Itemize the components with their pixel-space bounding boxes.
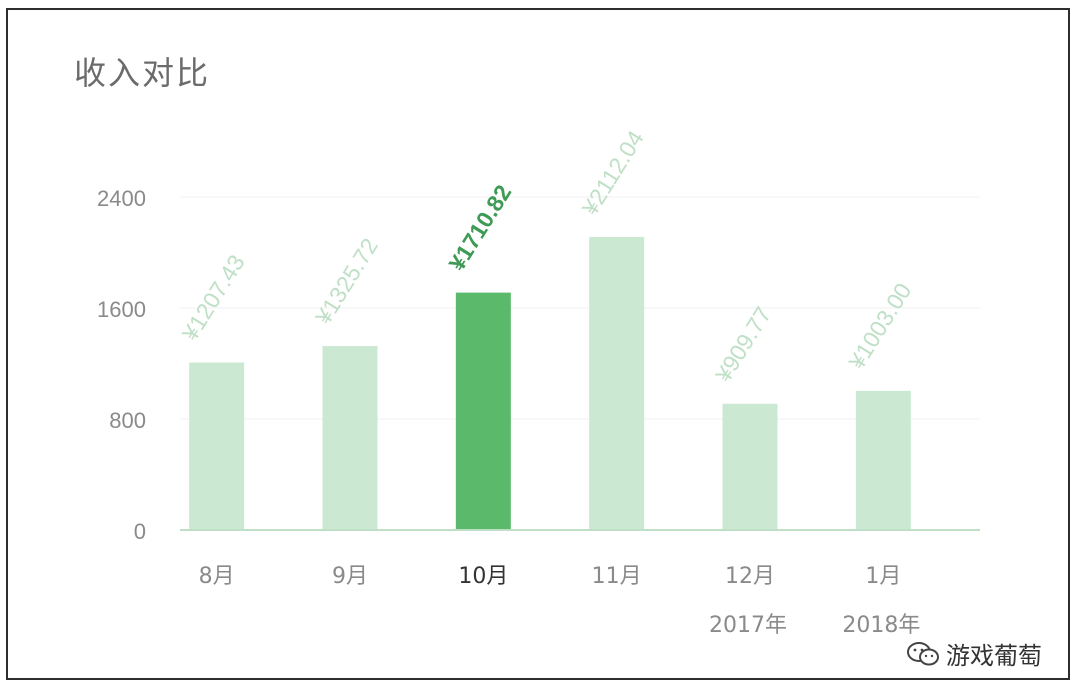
bar bbox=[855, 390, 911, 530]
bar-chart: 0 800 1600 2400 ¥1207.43 8月 ¥1325.72 9月 ¥1710.82… bbox=[97, 126, 980, 638]
chart-title: 收入对比 bbox=[74, 54, 211, 92]
x-tick-label: 11月 bbox=[592, 564, 642, 589]
chart-frame: 收入对比 0 800 1600 2400 ¥1207.43 8月 ¥1325.72 9月 ¥17… bbox=[6, 8, 1070, 680]
y-tick-label: 2400 bbox=[97, 186, 146, 211]
year-label: 2018年 bbox=[842, 613, 920, 638]
y-tick-label: 0 bbox=[134, 519, 146, 544]
x-tick-label: 10月 bbox=[458, 564, 508, 589]
x-tick-label: 1月 bbox=[865, 564, 901, 589]
bar-value-label: ¥2112.04 bbox=[576, 126, 649, 221]
bar-value-label: ¥1207.43 bbox=[176, 250, 249, 346]
bar bbox=[722, 403, 778, 530]
watermark-text: 游戏葡萄 bbox=[946, 642, 1042, 670]
x-tick-label: 9月 bbox=[332, 564, 368, 589]
bar-value-label: ¥1710.82 bbox=[444, 180, 517, 275]
y-tick-label: 1600 bbox=[97, 297, 146, 322]
x-tick-label: 12月 bbox=[725, 564, 775, 589]
bar bbox=[189, 362, 245, 530]
bar bbox=[589, 236, 645, 530]
watermark: 游戏葡萄 bbox=[906, 636, 1042, 671]
bar bbox=[322, 346, 378, 530]
bar-value-label: ¥1003.00 bbox=[843, 278, 916, 374]
wechat-bubbles-icon bbox=[907, 641, 939, 665]
year-label: 2017年 bbox=[709, 613, 787, 638]
y-tick-label: 800 bbox=[109, 408, 146, 433]
x-tick-label: 8月 bbox=[199, 564, 235, 589]
bar bbox=[455, 292, 511, 530]
bar-value-label: ¥1325.72 bbox=[310, 234, 383, 330]
bar-value-label: ¥909.77 bbox=[710, 302, 777, 387]
